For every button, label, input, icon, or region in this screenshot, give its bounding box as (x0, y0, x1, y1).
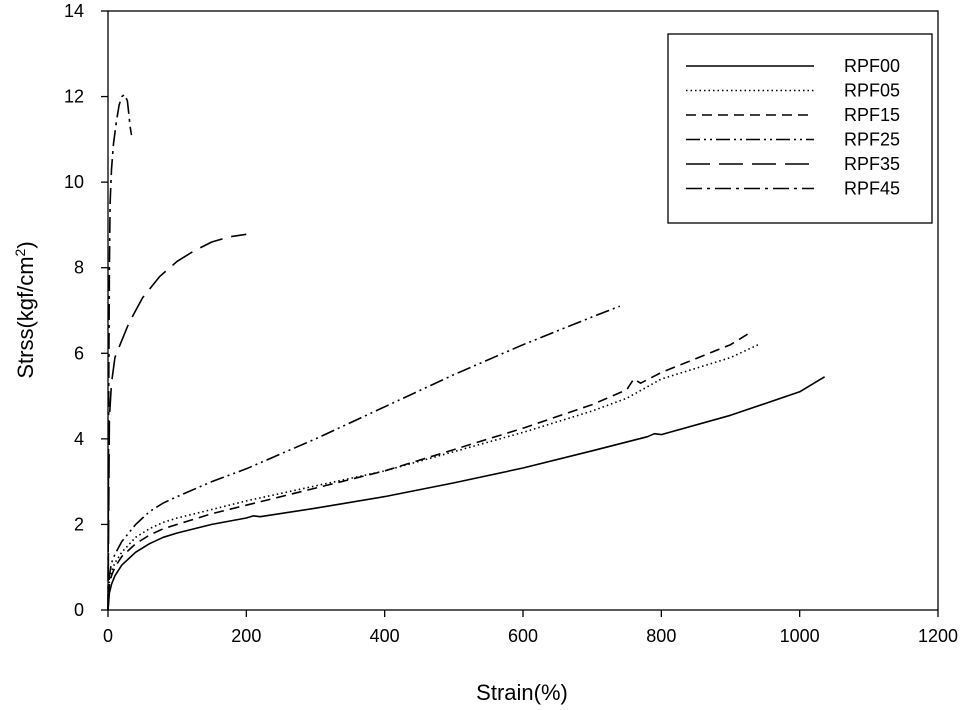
y-tick-label: 2 (74, 514, 84, 534)
y-axis: 0 2 4 6 8 10 12 14 (64, 1, 108, 620)
legend-label-rpf05: RPF05 (844, 81, 900, 101)
series-layer (107, 93, 826, 611)
y-tick-label: 14 (64, 1, 84, 21)
y-tick-label: 6 (74, 343, 84, 363)
y-axis-title: Strss(kgf/cm2) (12, 241, 38, 378)
y-tick-label: 12 (64, 87, 84, 107)
x-tick-label: 1200 (918, 626, 958, 646)
series-line-rpf45 (107, 93, 133, 611)
series-line-rpf05 (107, 343, 759, 611)
x-axis-title: Strain(%) (476, 680, 568, 705)
y-tick-label: 4 (74, 429, 84, 449)
y-tick-label: 10 (64, 172, 84, 192)
x-tick-label: 400 (370, 626, 400, 646)
x-tick-label: 1000 (780, 626, 820, 646)
x-tick-label: 600 (508, 626, 538, 646)
legend: RPF00 RPF05 RPF15 RPF25 RPF35 RPF45 (667, 33, 933, 224)
x-tick-label: 0 (103, 626, 113, 646)
legend-label-rpf15: RPF15 (844, 105, 900, 125)
series-line-rpf25 (107, 305, 621, 611)
series-line-rpf15 (107, 333, 749, 611)
y-tick-label: 0 (74, 600, 84, 620)
y-axis-title-superscript: 2 (12, 248, 28, 256)
x-tick-label: 800 (646, 626, 676, 646)
y-axis-title-main: Strss(kgf/cm (13, 256, 38, 378)
y-axis-title-close: ) (13, 241, 38, 248)
legend-label-rpf35: RPF35 (844, 154, 900, 174)
x-tick-label: 200 (231, 626, 261, 646)
legend-label-rpf00: RPF00 (844, 56, 900, 76)
x-axis: 0 200 400 600 800 1000 1200 (103, 610, 958, 646)
legend-label-rpf25: RPF25 (844, 130, 900, 150)
series-line-rpf35 (107, 233, 247, 611)
y-tick-label: 8 (74, 258, 84, 278)
legend-label-rpf45: RPF45 (844, 179, 900, 199)
series-line-rpf00 (107, 376, 826, 611)
